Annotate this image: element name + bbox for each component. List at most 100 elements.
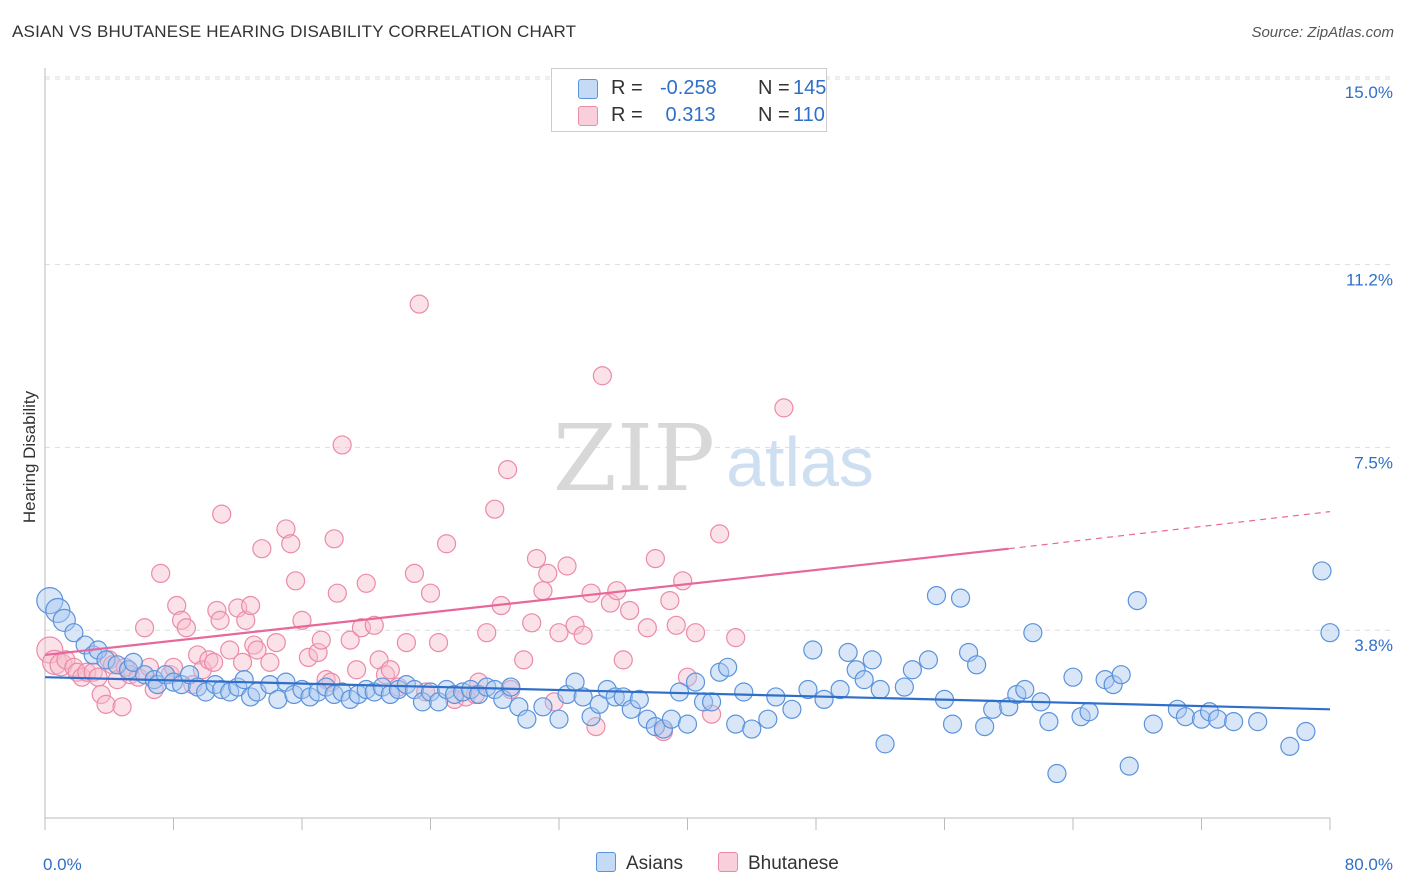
asian-point xyxy=(573,687,593,707)
asian-point xyxy=(36,586,64,615)
legend-item-bhutanese: Bhutanese xyxy=(718,852,839,875)
legend-r-value: -0.258 xyxy=(660,77,717,99)
bhutanese-point xyxy=(420,583,441,603)
asian-point xyxy=(123,652,143,672)
asian-point xyxy=(412,692,433,712)
bhutanese-point xyxy=(252,539,272,559)
bhutanese-point xyxy=(549,623,569,643)
asians-swatch xyxy=(596,852,616,872)
bhutanese-point xyxy=(187,645,208,665)
asian-point xyxy=(1191,709,1212,729)
asian-point xyxy=(597,679,617,700)
asian-point xyxy=(942,714,963,734)
asian-point xyxy=(96,650,116,670)
asian-point xyxy=(685,672,706,692)
legend-n-label: N = xyxy=(758,104,790,126)
asian-point xyxy=(854,670,874,690)
asian-point xyxy=(894,677,914,697)
asian-point xyxy=(830,679,850,700)
bhutanese-point xyxy=(281,534,301,554)
asian-point xyxy=(589,694,609,714)
asian-point xyxy=(742,719,762,739)
y-axis-label: Hearing Disability xyxy=(20,390,39,523)
asian-point xyxy=(372,677,392,697)
legend-n-value: 145 xyxy=(793,77,827,99)
asian-point xyxy=(533,697,553,717)
asian-point xyxy=(1111,665,1131,685)
asian-point xyxy=(163,672,184,692)
bhutanese-point xyxy=(514,650,534,670)
x-tick-label-max: 80.0% xyxy=(1345,855,1393,874)
asian-point xyxy=(1320,623,1340,643)
bhutanese-swatch xyxy=(578,106,598,126)
bhutanese-point xyxy=(236,610,256,630)
asian-point xyxy=(64,623,84,643)
asian-point xyxy=(645,716,665,737)
bhutanese-point xyxy=(710,524,730,544)
asians-trendline xyxy=(44,676,1331,711)
bhutanese-point xyxy=(613,650,633,670)
bhutanese-point xyxy=(660,590,680,611)
y-tick-label: 7.5% xyxy=(1354,453,1393,472)
bhutanese-point xyxy=(298,647,319,668)
asian-point xyxy=(838,642,858,663)
legend-n-value: 110 xyxy=(793,104,825,126)
bhutanese-point xyxy=(204,652,224,672)
legend-r-label: R = xyxy=(611,104,643,126)
asian-point xyxy=(517,709,537,729)
bhutanese-point xyxy=(232,652,253,672)
asian-point xyxy=(637,709,657,729)
bhutanese-point xyxy=(91,684,111,705)
bhutanese-point xyxy=(557,556,577,576)
legend-r-value: 0.313 xyxy=(660,104,716,126)
chart-title: ASIAN VS BHUTANESE HEARING DISABILITY CO… xyxy=(12,22,577,41)
bhutanese-point xyxy=(247,640,267,660)
asian-point xyxy=(701,692,722,712)
asian-point xyxy=(950,588,971,608)
bhutanese-point xyxy=(88,667,108,687)
bhutanese-point xyxy=(241,595,261,616)
legend-item-asians: Asians xyxy=(596,852,683,875)
asian-point xyxy=(975,716,995,737)
bhutanese-point xyxy=(404,563,425,584)
bhutanese-point xyxy=(522,613,542,633)
bhutanese-point xyxy=(498,460,518,480)
asian-point xyxy=(1224,712,1244,732)
asian-point xyxy=(1015,679,1035,700)
asians-points xyxy=(36,561,1340,784)
asian-point xyxy=(241,687,261,707)
asian-point xyxy=(814,689,834,710)
x-tick-label-min: 0.0% xyxy=(43,855,82,874)
asian-point xyxy=(292,679,312,700)
bhutanese-point xyxy=(444,689,465,710)
asian-point xyxy=(926,586,947,606)
asian-point xyxy=(1248,712,1268,732)
bhutanese-point xyxy=(586,716,606,737)
bhutanese-point xyxy=(327,583,347,603)
bhutanese-point xyxy=(409,294,429,314)
bhutanese-trendline xyxy=(44,547,1009,657)
asian-point xyxy=(758,709,778,729)
asian-point xyxy=(766,687,786,707)
axes xyxy=(44,68,1331,830)
bhutanese-swatch xyxy=(718,852,738,872)
asian-point xyxy=(1103,674,1123,695)
bhutanese-points xyxy=(36,294,794,742)
bhutanese-point xyxy=(364,615,384,635)
asian-point xyxy=(726,714,746,734)
tick-labels: 3.8% 7.5% 11.2% 15.0% 0.0% 80.0% xyxy=(43,83,1393,874)
bhutanese-point xyxy=(565,615,585,635)
asian-point xyxy=(983,699,1003,719)
bhutanese-point xyxy=(56,650,76,670)
asian-point xyxy=(332,682,352,702)
asian-point xyxy=(1312,561,1332,581)
bhutanese-point xyxy=(347,660,367,680)
bhutanese-point xyxy=(533,581,553,601)
asian-point xyxy=(1047,763,1067,784)
legend-r-label: R = xyxy=(611,77,643,99)
bhutanese-point xyxy=(260,652,280,672)
bhutanese-point xyxy=(210,610,230,630)
asian-point xyxy=(260,674,280,695)
bhutanese-point xyxy=(573,625,593,645)
